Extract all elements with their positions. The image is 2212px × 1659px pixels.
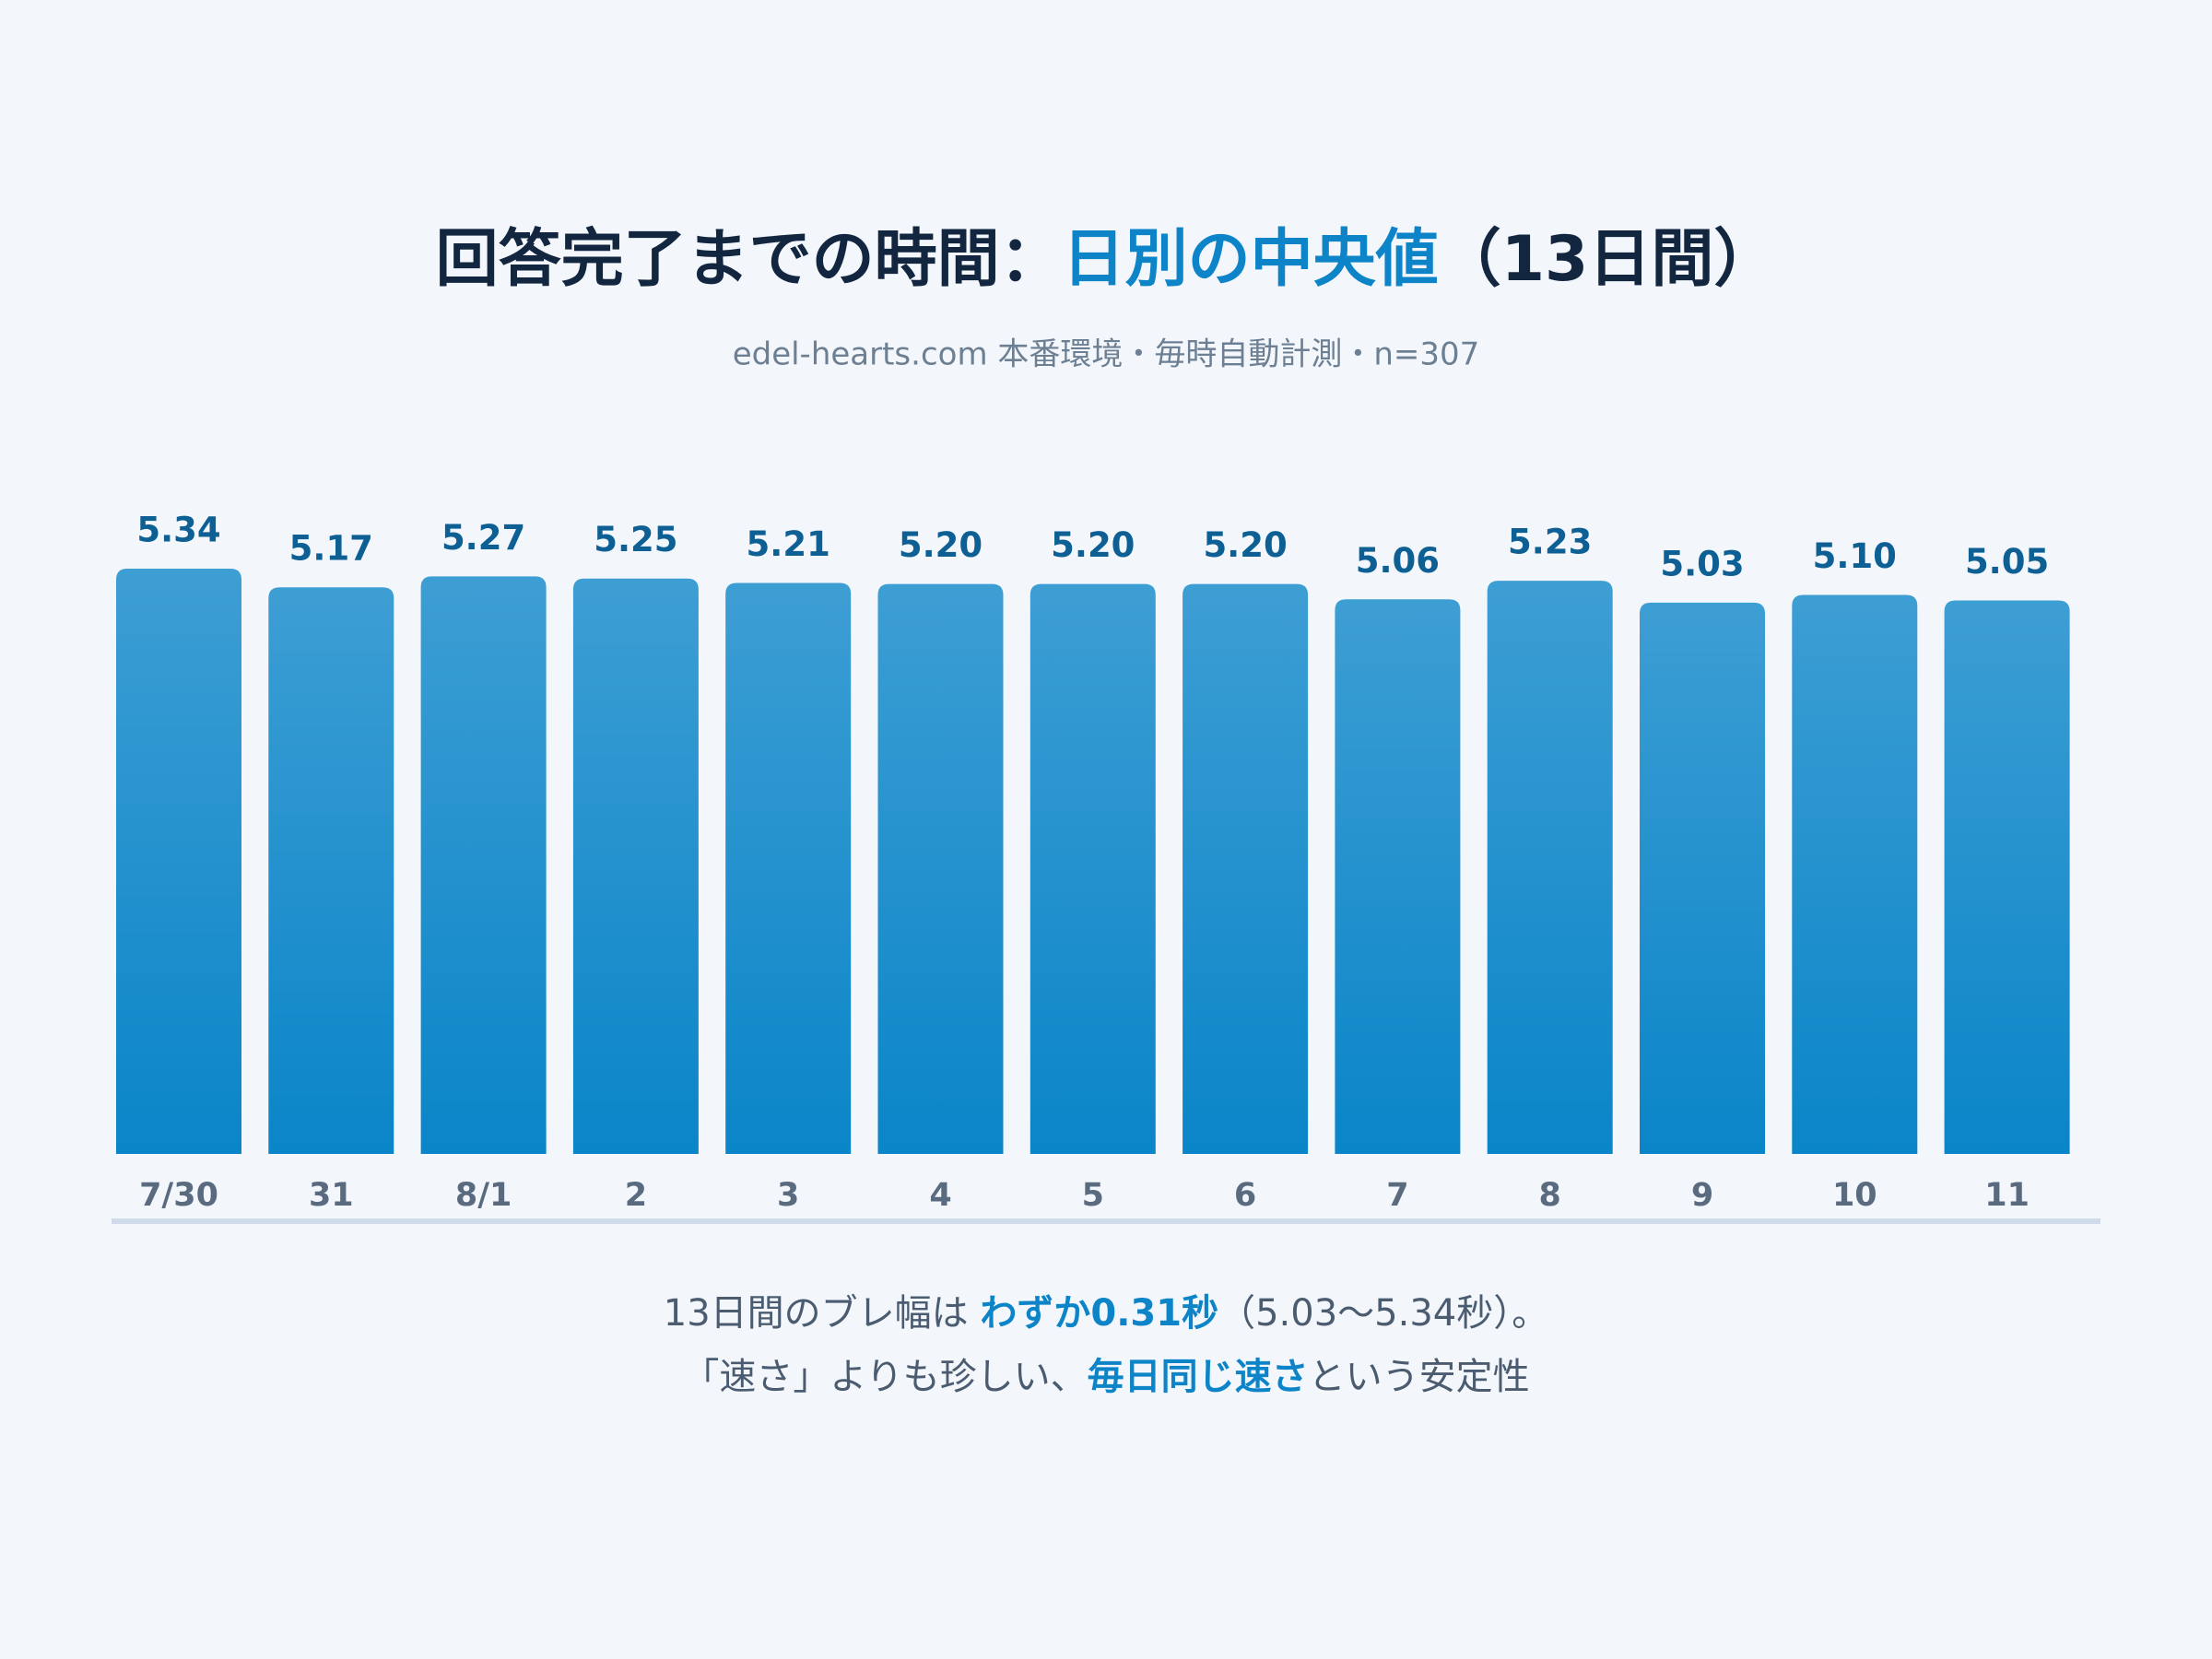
value-label: 5.10 (1813, 536, 1897, 576)
x-tick-label: 3 (777, 1177, 799, 1214)
value-label: 5.23 (1508, 523, 1592, 562)
x-tick-label: 7/30 (139, 1177, 218, 1214)
x-tick-label: 9 (1691, 1177, 1713, 1214)
caption-line: 13日間のブレ幅は わずか0.31秒（5.03〜5.34秒）。 (664, 1292, 1548, 1335)
x-tick-label: 6 (1234, 1177, 1256, 1214)
x-tick-label: 8 (1539, 1177, 1561, 1214)
bar (572, 578, 699, 1154)
value-label: 5.03 (1660, 544, 1744, 583)
value-label: 5.25 (594, 520, 677, 559)
bar (1640, 602, 1765, 1154)
value-label: 5.21 (747, 524, 830, 564)
value-label: 5.05 (1965, 542, 2049, 582)
caption-part: 13日間のブレ幅は (664, 1292, 981, 1335)
x-tick-label: 7 (1386, 1177, 1408, 1214)
value-label: 5.27 (441, 518, 525, 558)
chart-title: 回答完了までの時間：日別の中央値（13日間） (436, 223, 1777, 296)
bar (1335, 599, 1461, 1154)
title-part: （13日間） (1439, 223, 1777, 296)
x-tick-label: 10 (1832, 1177, 1877, 1214)
bar (1182, 583, 1309, 1154)
caption-highlight: 毎日同じ速さ (1088, 1356, 1309, 1398)
value-label: 5.34 (136, 511, 220, 550)
bar (1030, 583, 1156, 1154)
x-tick-label: 4 (929, 1177, 951, 1214)
x-tick-label: 31 (309, 1177, 354, 1214)
x-tick-label: 11 (1984, 1177, 2030, 1214)
caption-part: という安定性 (1309, 1356, 1530, 1398)
bar (268, 587, 394, 1154)
title-part: 回答完了までの時間： (436, 223, 1063, 296)
title-highlight: 日別の中央値 (1063, 223, 1439, 296)
caption-part: 「速さ」よりも珍しい、 (682, 1356, 1087, 1398)
caption-part: （5.03〜5.34秒）。 (1218, 1292, 1548, 1335)
x-tick-label: 2 (625, 1177, 647, 1214)
caption-highlight: わずか0.31秒 (980, 1292, 1218, 1335)
x-tick-label: 5 (1082, 1177, 1104, 1214)
bar (725, 582, 852, 1154)
bar (1487, 581, 1613, 1154)
value-label: 5.20 (1203, 525, 1287, 565)
bar (1944, 600, 2070, 1154)
caption-line: 「速さ」よりも珍しい、毎日同じ速さという安定性 (682, 1356, 1529, 1398)
bar (420, 576, 547, 1154)
x-tick-label: 8/1 (455, 1177, 512, 1214)
value-label: 5.20 (1051, 525, 1135, 565)
value-label: 5.06 (1356, 541, 1440, 581)
value-label: 5.20 (899, 525, 982, 565)
bar (877, 583, 1004, 1154)
bar (116, 569, 241, 1154)
bar (1792, 594, 1918, 1154)
value-label: 5.17 (289, 529, 373, 569)
subtitle: edel-hearts.com 本番環境・毎時自動計測・n=307 (733, 336, 1480, 373)
